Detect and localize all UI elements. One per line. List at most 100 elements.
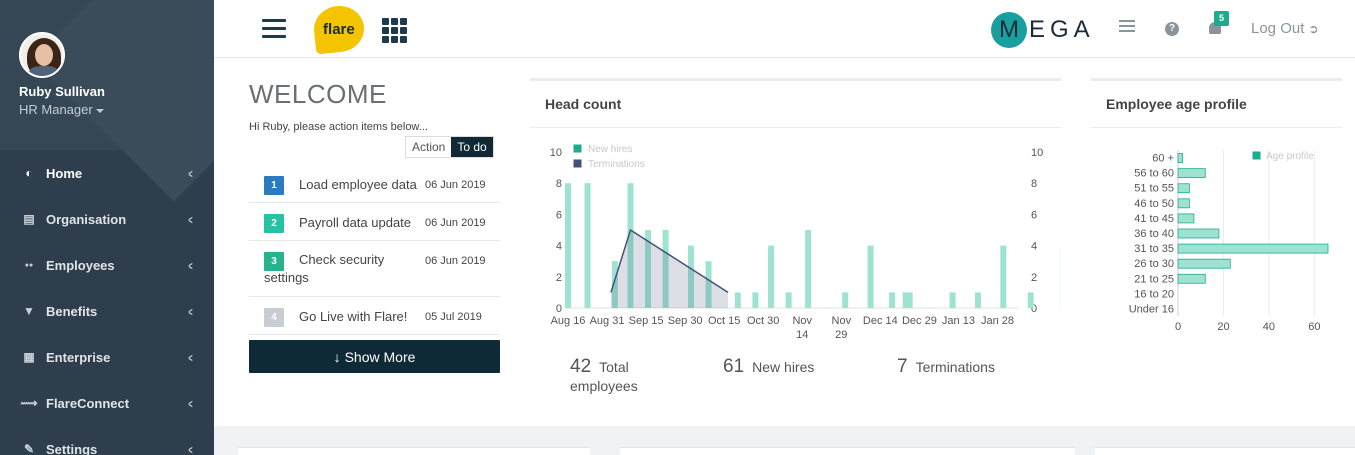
sidebar: Ruby Sullivan HR Manager ◐ Home < ▤ Organisa… bbox=[0, 0, 214, 455]
x-tick-label: Sep 15 bbox=[629, 315, 664, 327]
user-name: Ruby Sullivan bbox=[19, 84, 105, 99]
flare-logo[interactable]: flare bbox=[311, 3, 367, 55]
bar-age bbox=[1177, 213, 1195, 224]
toggle-todo[interactable]: To do bbox=[451, 137, 493, 157]
sidebar-item-benefits[interactable]: ▼ Benefits < bbox=[0, 288, 214, 334]
stat-label: New hires bbox=[752, 359, 815, 375]
sidebar-item-organisation[interactable]: ▤ Organisation < bbox=[0, 196, 214, 242]
mega-logo-text: EGA bbox=[1029, 16, 1095, 43]
bar-new-hires bbox=[734, 292, 741, 308]
edit-icon: ✎ bbox=[23, 442, 35, 455]
todo-date: 06 Jun 2019 bbox=[425, 217, 486, 229]
stat-label: Terminations bbox=[915, 359, 995, 375]
headcount-divider bbox=[530, 127, 1061, 128]
todo-text: Payroll data update bbox=[299, 215, 412, 230]
x-tick-label: Dec 29 bbox=[902, 315, 937, 327]
x-tick-label: 0 bbox=[1175, 321, 1181, 333]
sidebar-item-label: Organisation bbox=[46, 211, 127, 227]
sidebar-item-employees[interactable]: ●● Employees < bbox=[0, 242, 214, 288]
bar-age bbox=[1177, 153, 1183, 163]
mega-logo-circle: M bbox=[991, 12, 1027, 48]
sidebar-item-label: Employees bbox=[46, 257, 115, 273]
sidebar-item-label: FlareConnect bbox=[46, 395, 130, 411]
y-tick-label: 60 + bbox=[1152, 153, 1174, 165]
bottom-card-3 bbox=[1095, 447, 1355, 455]
todo-item[interactable]: 2 Payroll data update 06 Jun 2019 bbox=[249, 203, 500, 241]
arrow-down-icon: ↓ bbox=[333, 348, 341, 365]
todo-text: Go Live with Flare! bbox=[299, 309, 408, 324]
todo-item[interactable]: 4 Go Live with Flare! 05 Jul 2019 bbox=[249, 297, 500, 335]
sidebar-item-settings[interactable]: ✎ Settings < bbox=[0, 426, 214, 455]
x-tick-label: 40 bbox=[1263, 321, 1275, 333]
chevron-left-icon: < bbox=[188, 351, 193, 365]
todo-item[interactable]: 3 Check security settings 06 Jun 2019 bbox=[249, 241, 500, 297]
bar-new-hires bbox=[662, 230, 669, 308]
flare-logo-text: flare bbox=[323, 20, 355, 38]
sidebar-item-flareconnect[interactable]: ⟿ FlareConnect < bbox=[0, 380, 214, 426]
todo-item[interactable]: 1 Load employee data 06 Jun 2019 bbox=[249, 165, 500, 203]
bar-new-hires bbox=[705, 261, 712, 308]
apps-grid-icon[interactable] bbox=[382, 18, 407, 43]
legend-swatch bbox=[1251, 150, 1262, 161]
sidebar-item-enterprise[interactable]: ▦ Enterprise < bbox=[0, 334, 214, 380]
todo-number-badge: 1 bbox=[264, 176, 284, 195]
stat-value: 7 bbox=[897, 356, 908, 377]
bottom-card-1 bbox=[238, 447, 590, 455]
stat-value: 42 bbox=[570, 356, 592, 377]
stat-new-hires: 61 New hires bbox=[723, 356, 814, 378]
y-tick-label: 31 to 35 bbox=[1134, 243, 1174, 255]
chevron-left-icon: < bbox=[188, 259, 193, 273]
welcome-title: WELCOME bbox=[249, 79, 387, 109]
todo-date: 06 Jun 2019 bbox=[425, 179, 486, 191]
y-tick-label-right: 10 bbox=[1031, 147, 1043, 159]
y-tick-label-left: 0 bbox=[556, 303, 562, 315]
hamburger-menu-icon[interactable] bbox=[262, 19, 286, 39]
y-tick-label-left: 2 bbox=[556, 272, 562, 284]
topbar: flare M EGA ? 5 Log Out ➲ bbox=[214, 0, 1355, 58]
avatar[interactable] bbox=[19, 32, 65, 78]
age-profile-chart: 0 20 40 60 60 + 56 to 60 51 to 55 46 to 50 41 to… bbox=[1129, 150, 1329, 333]
sidebar-item-label: Enterprise bbox=[46, 349, 111, 365]
sidebar-item-home[interactable]: ◐ Home < bbox=[0, 150, 214, 196]
y-tick-label-right: 2 bbox=[1031, 272, 1037, 284]
user-role-label: HR Manager bbox=[19, 102, 93, 117]
trophy-icon: ▼ bbox=[23, 304, 35, 318]
action-todo-toggle: Action To do bbox=[405, 136, 494, 158]
mega-logo: M EGA bbox=[991, 12, 1095, 48]
show-more-button[interactable]: ↓ Show More bbox=[249, 340, 500, 373]
bar-new-hires bbox=[611, 261, 618, 308]
logout-label: Log Out bbox=[1251, 20, 1305, 37]
list-icon[interactable] bbox=[1119, 20, 1135, 35]
x-tick-label: 20 bbox=[1217, 321, 1229, 333]
line-terminations bbox=[610, 228, 729, 294]
age-panel-border bbox=[1091, 78, 1342, 81]
user-role-dropdown[interactable]: HR Manager bbox=[19, 102, 104, 117]
todo-number-badge: 4 bbox=[264, 308, 284, 327]
legend-label: Age profile bbox=[1266, 151, 1314, 162]
todo-text: Load employee data bbox=[299, 177, 417, 192]
bar-age bbox=[1177, 228, 1220, 239]
y-tick-label-right: 4 bbox=[1031, 241, 1037, 253]
x-tick-label: Jan 13 bbox=[942, 315, 975, 327]
help-icon[interactable]: ? bbox=[1165, 22, 1179, 36]
bar-new-hires bbox=[1027, 292, 1034, 308]
stat-total-employees: 42 Total employees bbox=[570, 356, 660, 394]
bar-new-hires bbox=[627, 183, 634, 308]
bar-new-hires bbox=[687, 245, 694, 308]
y-tick-label: 16 to 20 bbox=[1134, 288, 1174, 300]
notification-badge[interactable]: 5 bbox=[1214, 11, 1229, 26]
chevron-left-icon: < bbox=[188, 213, 193, 227]
y-tick-label: 51 to 55 bbox=[1134, 183, 1174, 195]
x-tick-label: Oct 30 bbox=[747, 315, 779, 327]
toggle-action[interactable]: Action bbox=[406, 137, 452, 157]
bar-age bbox=[1177, 258, 1231, 269]
logout-button[interactable]: Log Out ➲ bbox=[1251, 20, 1319, 37]
y-tick-label: 21 to 25 bbox=[1134, 273, 1174, 285]
todo-number-badge: 3 bbox=[264, 252, 284, 271]
y-tick-label: 26 to 30 bbox=[1134, 258, 1174, 270]
sign-out-icon: ➲ bbox=[1308, 22, 1319, 36]
todo-text: Check security settings bbox=[264, 252, 385, 285]
y-tick-label-left: 10 bbox=[550, 147, 562, 159]
y-tick-label-right: 8 bbox=[1031, 178, 1037, 190]
y-tick-label: 56 to 60 bbox=[1134, 168, 1174, 180]
